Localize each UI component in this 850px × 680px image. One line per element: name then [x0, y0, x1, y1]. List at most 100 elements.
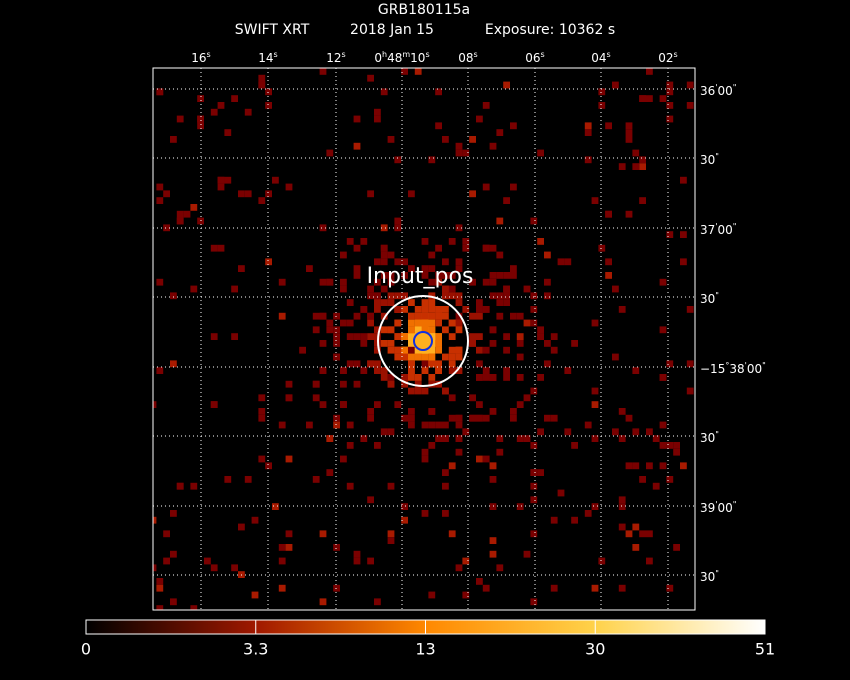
- source-pixel: [319, 401, 327, 408]
- source-pixel: [503, 285, 510, 293]
- noise-pixel: [666, 115, 674, 123]
- noise-pixel: [231, 95, 238, 102]
- source-pixel: [469, 333, 476, 340]
- noise-pixel: [659, 442, 667, 449]
- noise-pixel: [156, 367, 164, 374]
- noise-pixel: [612, 353, 619, 361]
- source-pixel: [401, 353, 408, 361]
- noise-pixel: [489, 462, 497, 470]
- noise-pixel: [666, 81, 674, 89]
- noise-pixel: [455, 142, 463, 150]
- noise-pixel: [170, 510, 177, 517]
- source-pixel: [448, 394, 456, 402]
- noise-pixel: [537, 428, 544, 436]
- colorbar-tick-label: 0: [81, 640, 91, 659]
- source-pixel: [387, 346, 395, 354]
- dec-label: 37'00": [700, 222, 736, 237]
- noise-pixel: [605, 122, 612, 130]
- source-pixel: [380, 258, 388, 266]
- source-pixel: [428, 346, 436, 354]
- source-pixel: [312, 312, 320, 320]
- label-part: 30: [700, 292, 715, 306]
- noise-pixel: [618, 163, 626, 170]
- noise-pixel: [231, 285, 238, 293]
- label-superscript: ": [715, 430, 719, 439]
- noise-pixel: [153, 401, 157, 408]
- noise-pixel: [666, 360, 674, 368]
- noise-pixel: [251, 591, 259, 599]
- noise-pixel: [537, 469, 544, 476]
- ra-label: 04s: [591, 50, 610, 65]
- noise-pixel: [299, 346, 306, 354]
- noise-pixel: [591, 319, 599, 327]
- noise-pixel: [428, 442, 436, 449]
- noise-pixel: [625, 122, 633, 130]
- noise-pixel: [537, 149, 544, 157]
- noise-pixel: [224, 476, 232, 483]
- noise-pixel: [652, 435, 660, 442]
- noise-pixel: [258, 414, 266, 422]
- noise-pixel: [503, 197, 510, 204]
- noise-pixel: [190, 482, 198, 490]
- noise-pixel: [646, 68, 653, 75]
- noise-pixel: [408, 346, 415, 354]
- noise-pixel: [306, 265, 313, 272]
- noise-pixel: [153, 564, 157, 572]
- source-pixel: [387, 380, 395, 388]
- noise-pixel: [258, 81, 266, 89]
- noise-pixel: [156, 278, 164, 286]
- source-pixel: [421, 421, 429, 429]
- label-part: 30: [700, 431, 715, 445]
- noise-pixel: [666, 584, 674, 592]
- noise-pixel: [571, 442, 578, 449]
- noise-pixel: [598, 88, 606, 96]
- source-pixel: [414, 312, 422, 320]
- source-pixel: [442, 258, 449, 266]
- noise-pixel: [353, 557, 361, 565]
- source-pixel: [353, 360, 361, 368]
- source-pixel: [401, 380, 408, 388]
- label-superscript: m: [402, 50, 410, 59]
- noise-pixel: [163, 190, 170, 198]
- noise-pixel: [544, 414, 551, 422]
- source-pixel: [421, 340, 429, 347]
- source-pixel: [421, 448, 429, 456]
- noise-pixel: [476, 455, 483, 463]
- source-pixel: [408, 265, 415, 272]
- source-pixel: [476, 374, 483, 381]
- label-part: 00: [717, 223, 732, 237]
- noise-pixel: [170, 550, 177, 558]
- noise-pixel: [176, 210, 184, 218]
- noise-pixel: [469, 136, 476, 143]
- source-pixel: [401, 414, 408, 422]
- noise-pixel: [285, 530, 293, 538]
- source-pixel: [428, 306, 436, 313]
- noise-pixel: [455, 564, 463, 572]
- noise-pixel: [367, 292, 374, 300]
- label-superscript: s: [342, 50, 346, 59]
- noise-pixel: [510, 408, 517, 415]
- noise-pixel: [285, 455, 293, 463]
- noise-pixel: [278, 584, 286, 592]
- noise-pixel: [285, 394, 293, 402]
- noise-pixel: [571, 340, 578, 347]
- source-pixel: [414, 326, 422, 334]
- noise-pixel: [530, 292, 538, 300]
- source-pixel: [489, 326, 497, 334]
- source-pixel: [394, 401, 402, 408]
- source-pixel: [401, 306, 408, 313]
- source-pixel: [408, 353, 415, 361]
- source-pixel: [503, 292, 510, 300]
- source-pixel: [435, 340, 442, 347]
- noise-pixel: [312, 394, 320, 402]
- noise-pixel: [591, 584, 599, 592]
- noise-pixel: [544, 278, 551, 286]
- label-superscript: ': [745, 361, 747, 370]
- source-pixel: [414, 306, 422, 313]
- label-part: 08: [458, 51, 473, 65]
- noise-pixel: [489, 537, 497, 544]
- noise-pixel: [666, 231, 674, 238]
- noise-pixel: [387, 537, 395, 544]
- noise-pixel: [374, 115, 381, 123]
- noise-pixel: [625, 530, 633, 538]
